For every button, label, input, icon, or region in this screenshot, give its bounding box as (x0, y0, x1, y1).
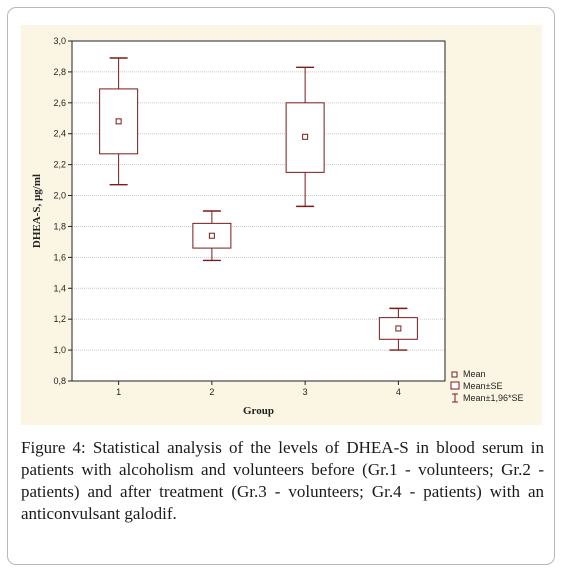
x-axis-title: Group (243, 405, 274, 417)
y-tick-label: 1,2 (53, 314, 66, 324)
mean-marker (115, 118, 122, 125)
y-tick-label: 2,8 (53, 67, 66, 77)
legend-se-swatch (450, 381, 460, 390)
x-tick-label: 4 (396, 387, 401, 397)
y-tick-label: 1,4 (53, 283, 66, 293)
y-tick-label: 2,4 (53, 129, 66, 139)
y-tick-label: 2,0 (53, 191, 66, 201)
legend-ci-label: Mean±1,96*SE (463, 393, 523, 403)
y-tick-label: 2,6 (53, 98, 66, 108)
figure-caption: Figure 4: Statistical analysis of the le… (21, 438, 544, 523)
legend-mean-label: Mean (463, 369, 486, 379)
y-tick-label: 0,8 (53, 376, 66, 386)
y-tick-label: 2,2 (53, 160, 66, 170)
mean-marker (208, 232, 215, 239)
x-tick-label: 2 (209, 387, 214, 397)
box-plot-chart: 0,8 1,0 1,2 1,4 1,6 1,8 2,0 2,2 2,4 2,6 2,8 3,0 1 2 3 4… (31, 36, 523, 417)
y-tick-label: 1,0 (53, 345, 66, 355)
legend-mean-swatch (451, 371, 458, 378)
y-tick-label: 3,0 (53, 36, 66, 46)
x-tick-label: 3 (303, 387, 308, 397)
y-tick-label: 1,8 (53, 221, 66, 231)
y-tick-label: 1,6 (53, 252, 66, 262)
mean-marker (302, 133, 309, 140)
y-axis-title: DHEA-S, µg/ml (31, 174, 43, 248)
mean-marker (395, 325, 402, 332)
legend-se-label: Mean±SE (463, 381, 502, 391)
x-tick-label: 1 (116, 387, 121, 397)
plot-border (71, 40, 446, 382)
